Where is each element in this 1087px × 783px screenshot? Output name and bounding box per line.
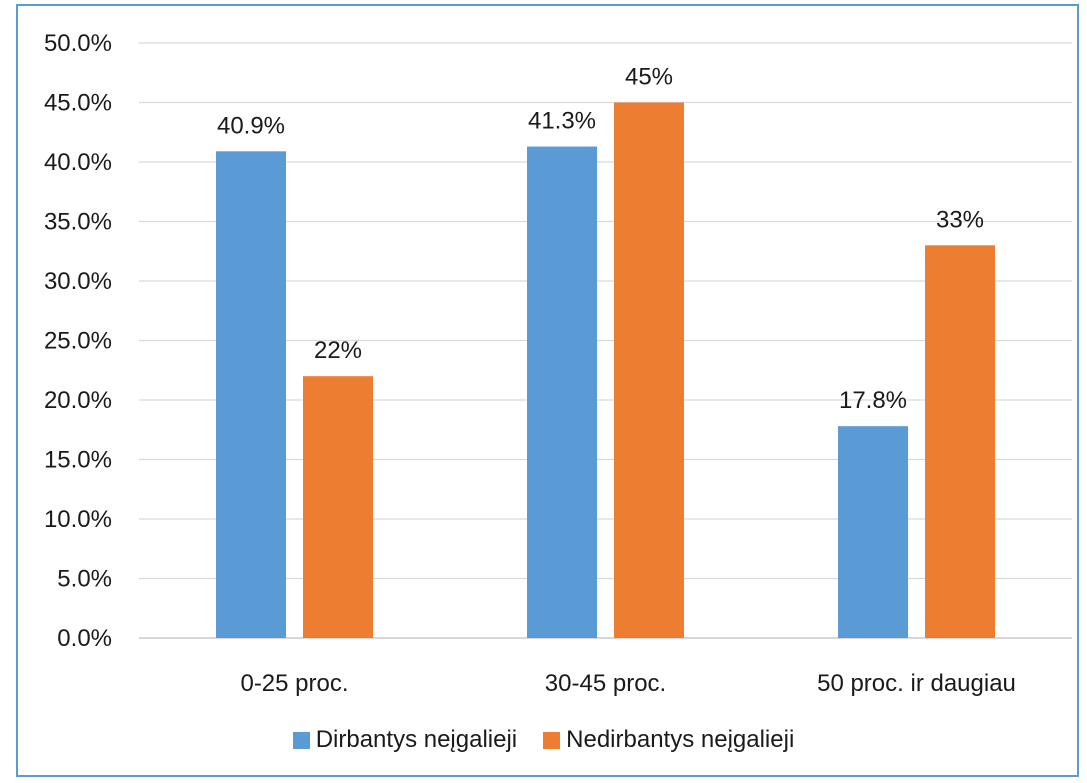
bar-series-1-cat-3: [838, 426, 908, 638]
legend-swatch-series-1: [292, 731, 310, 749]
y-tick-label: 25.0%: [44, 328, 112, 355]
y-tick-label: 40.0%: [44, 149, 112, 176]
y-tick-label: 20.0%: [44, 387, 112, 414]
bar-series-2-cat-1: [303, 376, 373, 638]
x-category-label: 30-45 proc.: [545, 670, 666, 697]
x-category-label: 50 proc. ir daugiau: [817, 670, 1016, 697]
data-label-series-2-cat-1: 22%: [314, 337, 362, 364]
gridlines: [139, 42, 1072, 639]
legend-label-series-2: Nedirbantys neįgalieji: [566, 726, 795, 753]
y-tick-label: 5.0%: [57, 566, 112, 593]
data-label-series-2-cat-3: 33%: [936, 206, 984, 233]
y-tick-label: 45.0%: [44, 90, 112, 117]
y-tick-label: 30.0%: [44, 268, 112, 295]
data-label-series-1-cat-2: 41.3%: [528, 108, 596, 135]
bar-series-2-cat-2: [614, 102, 684, 638]
y-tick-label: 50.0%: [44, 30, 112, 57]
legend-swatch-series-2: [543, 731, 561, 749]
bar-series-2-cat-3: [925, 245, 995, 639]
y-tick-label: 35.0%: [44, 209, 112, 236]
legend: Dirbantys neįgalieji Nedirbantys neįgali…: [0, 726, 1087, 754]
data-label-series-2-cat-2: 45%: [625, 64, 673, 91]
x-axis-categories: 0-25 proc. 30-45 proc. 50 proc. ir daugiau: [240, 670, 1015, 697]
x-category-label: 0-25 proc.: [240, 670, 348, 697]
data-labels: 40.9% 22% 41.3% 45% 17.8% 33%: [217, 64, 984, 415]
y-tick-label: 10.0%: [44, 506, 112, 533]
legend-item-series-1: Dirbantys neįgalieji: [292, 726, 518, 754]
data-label-series-1-cat-1: 40.9%: [217, 112, 285, 139]
legend-item-series-2: Nedirbantys neįgalieji: [543, 726, 794, 754]
y-axis-ticks: 0.0% 5.0% 10.0% 15.0% 20.0% 25.0% 30.0% 35.0% 40…: [44, 30, 112, 652]
data-label-series-1-cat-3: 17.8%: [839, 387, 907, 414]
legend-label-series-1: Dirbantys neįgalieji: [315, 726, 518, 753]
bar-series-1-cat-2: [527, 146, 597, 638]
bars: [216, 102, 995, 639]
y-tick-label: 15.0%: [44, 447, 112, 474]
y-tick-label: 0.0%: [57, 625, 112, 652]
bar-series-1-cat-1: [216, 151, 286, 639]
